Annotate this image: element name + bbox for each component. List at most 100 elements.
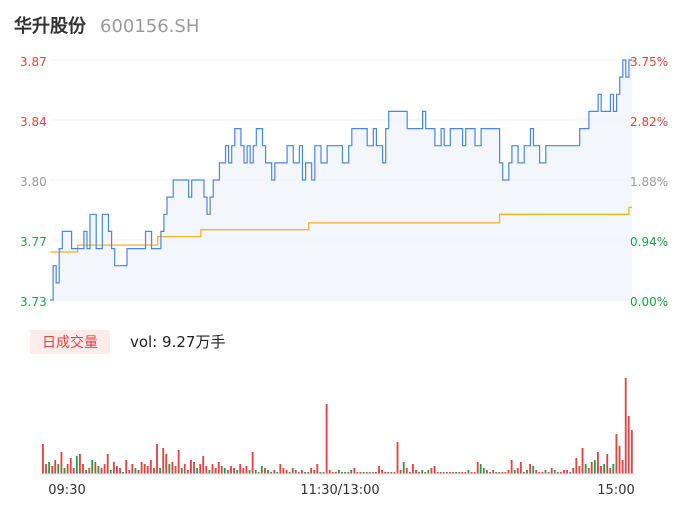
volume-bar: [572, 468, 575, 474]
volume-bar: [66, 464, 69, 474]
volume-bar: [205, 466, 208, 474]
volume-bar: [100, 468, 103, 474]
volume-bar: [45, 464, 47, 474]
volume-bar: [618, 446, 621, 474]
volume-bar: [464, 472, 467, 474]
volume-bar: [291, 468, 294, 474]
volume-bar: [621, 460, 624, 474]
volume-bar: [390, 472, 393, 474]
volume-bar: [48, 462, 51, 474]
volume-bar: [180, 468, 183, 474]
volume-bar: [239, 464, 242, 474]
volume-bar: [590, 462, 593, 474]
volume-bar: [140, 462, 143, 474]
volume-bar: [94, 462, 97, 474]
volume-bar: [387, 472, 390, 474]
volume-bar: [569, 472, 572, 474]
y-right-tick: 2.82%: [630, 115, 668, 129]
volume-bar: [470, 472, 473, 474]
volume-bar: [439, 472, 442, 474]
volume-bar: [593, 460, 596, 474]
volume-bar: [273, 470, 276, 474]
volume-bar: [384, 472, 387, 474]
volume-bar: [396, 442, 399, 474]
volume-bar: [393, 472, 396, 474]
average-price-line: [50, 206, 632, 253]
volume-bar: [159, 468, 162, 474]
volume-bar: [581, 448, 584, 474]
volume-bar: [162, 448, 165, 474]
volume-bar: [362, 472, 365, 474]
volume-bar: [143, 464, 146, 474]
volume-bar: [183, 464, 186, 474]
volume-bar: [427, 470, 430, 474]
volume-bar: [353, 468, 356, 474]
x-tick: 15:00: [597, 483, 634, 498]
volume-bar: [630, 430, 633, 474]
volume-bar: [288, 472, 291, 474]
volume-bar: [322, 472, 325, 474]
volume-bar: [137, 470, 140, 474]
volume-bar: [356, 472, 359, 474]
volume-bar: [424, 472, 427, 474]
volume-bar: [196, 468, 199, 474]
volume-bar: [476, 462, 479, 474]
volume-bar: [134, 468, 137, 474]
volume-bar: [42, 444, 44, 474]
volume-bar: [109, 470, 112, 474]
volume-bar: [156, 444, 158, 474]
volume-bar: [220, 466, 223, 474]
volume-bar: [334, 472, 337, 474]
volume-bar: [359, 472, 362, 474]
volume-bar: [304, 472, 306, 474]
volume-bar: [498, 472, 501, 474]
volume-bar: [82, 464, 84, 474]
volume-bar: [251, 452, 254, 474]
volume-bar: [214, 468, 217, 474]
volume-bar: [264, 468, 266, 474]
volume-bar: [270, 472, 273, 474]
volume-bar: [233, 468, 236, 474]
volume-bar: [316, 464, 319, 474]
x-tick: 09:30: [48, 483, 85, 498]
volume-bar: [91, 460, 94, 474]
volume-bar: [458, 472, 461, 474]
volume-bar: [523, 472, 525, 474]
volume-bar: [122, 472, 125, 474]
volume-bar: [553, 470, 556, 474]
volume-bar: [532, 466, 535, 474]
volume-bar: [112, 462, 115, 474]
volume-bar: [609, 468, 612, 474]
volume-bar: [171, 462, 174, 474]
volume-bar: [584, 464, 587, 474]
volume-bar: [174, 466, 177, 474]
volume-bar: [529, 464, 532, 474]
volume-bar: [75, 456, 78, 474]
volume-bar: [223, 468, 226, 474]
volume-bar: [526, 470, 528, 474]
volume-bar: [57, 464, 60, 474]
volume-bar: [307, 472, 310, 474]
volume-bar: [344, 472, 347, 474]
volume-bar: [230, 466, 232, 474]
volume-bar: [313, 470, 316, 474]
volume-bar: [399, 470, 402, 474]
volume-bar: [550, 468, 553, 474]
volume-bar: [365, 472, 368, 474]
price-area: [50, 60, 632, 300]
volume-bar: [445, 472, 448, 474]
volume-period-tag[interactable]: 日成交量: [30, 330, 110, 354]
volume-bar: [131, 464, 134, 474]
volume-bar: [489, 472, 491, 474]
volume-bar: [467, 470, 470, 474]
volume-bar: [371, 472, 374, 474]
volume-bar: [279, 464, 282, 474]
volume-bar: [331, 472, 334, 474]
volume-bar: [257, 472, 260, 474]
volume-bar: [217, 462, 220, 474]
y-left-tick: 3.80: [20, 175, 47, 189]
volume-bar: [248, 470, 251, 474]
volume-bar: [516, 468, 519, 474]
volume-bar: [186, 470, 189, 474]
